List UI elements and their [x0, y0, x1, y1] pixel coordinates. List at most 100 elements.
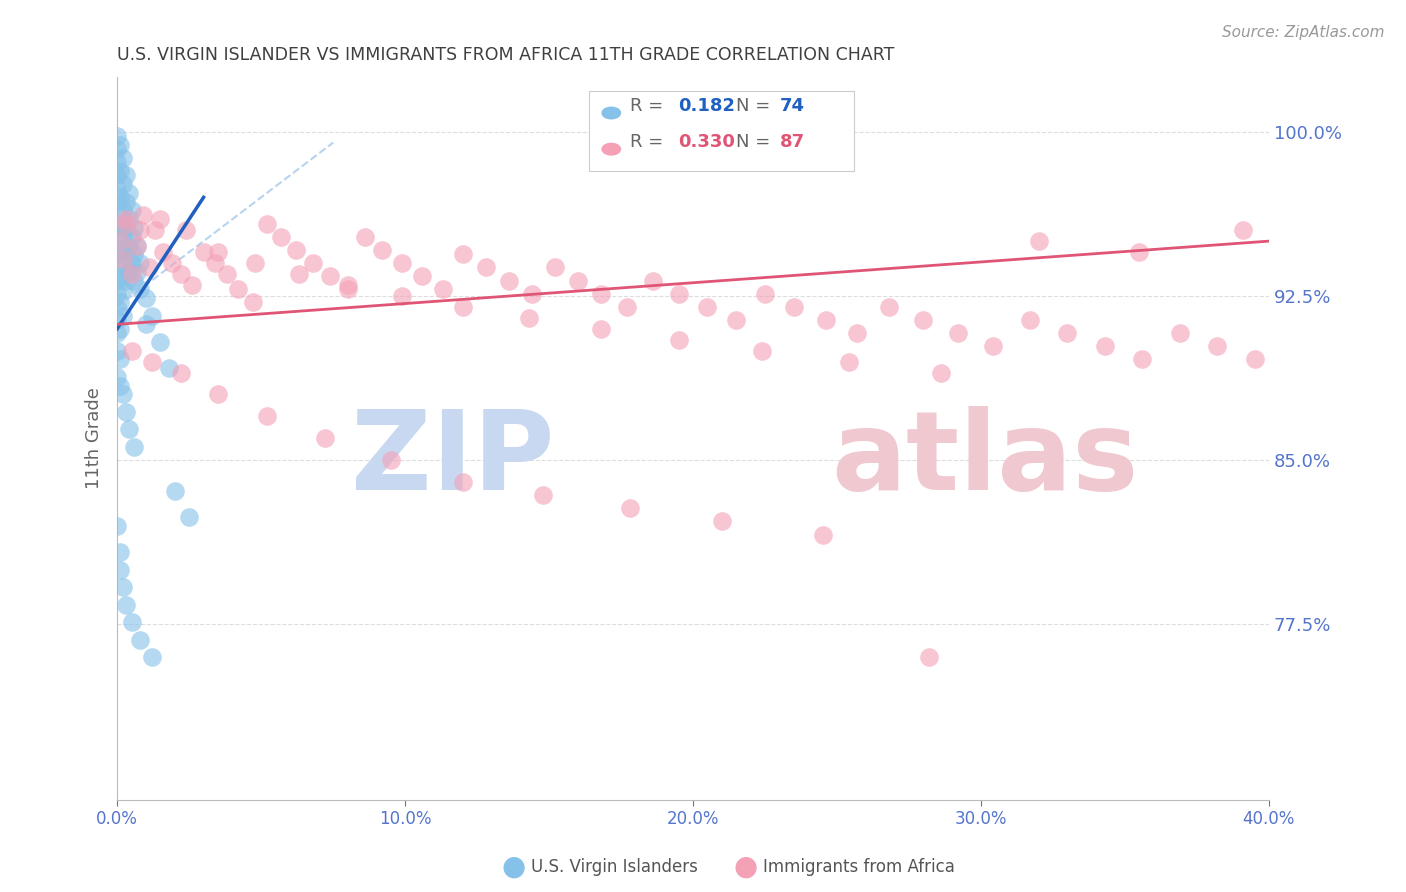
Point	[141, 650, 163, 665]
Point	[111, 151, 134, 165]
Text: N =: N =	[735, 133, 776, 152]
Point	[105, 128, 128, 143]
Point	[179, 510, 201, 524]
Point	[111, 256, 134, 270]
Point	[287, 267, 309, 281]
Point	[567, 274, 589, 288]
Point	[114, 405, 136, 419]
Point	[1094, 339, 1116, 353]
Point	[451, 475, 474, 489]
Point	[108, 269, 131, 284]
Point	[108, 234, 131, 248]
Point	[111, 309, 134, 323]
Point	[135, 291, 157, 305]
Point	[124, 221, 146, 235]
Point	[105, 286, 128, 301]
Point	[121, 267, 143, 281]
Point	[108, 190, 131, 204]
Point	[111, 252, 134, 266]
Point	[411, 269, 433, 284]
Y-axis label: 11th Grade: 11th Grade	[86, 387, 103, 489]
Point	[108, 352, 131, 367]
Point	[105, 155, 128, 169]
Point	[111, 387, 134, 401]
Point	[1056, 326, 1078, 340]
Point	[204, 256, 226, 270]
Point	[105, 247, 128, 261]
Point	[108, 563, 131, 577]
Point	[302, 256, 325, 270]
Point	[616, 300, 638, 314]
Point	[1130, 352, 1153, 367]
Point	[108, 217, 131, 231]
Point	[336, 282, 359, 296]
Point	[111, 203, 134, 218]
Point	[152, 245, 174, 260]
Point	[108, 243, 131, 257]
Point	[111, 229, 134, 244]
Point	[380, 453, 402, 467]
Point	[1206, 339, 1229, 353]
Point	[121, 256, 143, 270]
Point	[143, 223, 166, 237]
Point	[124, 274, 146, 288]
Text: ZIP: ZIP	[352, 407, 555, 514]
Point	[111, 177, 134, 191]
Point	[108, 295, 131, 310]
Point	[108, 164, 131, 178]
Point	[1019, 313, 1042, 327]
Point	[108, 137, 131, 152]
Point	[114, 274, 136, 288]
Point	[121, 203, 143, 218]
Point	[215, 267, 238, 281]
Point	[517, 310, 540, 325]
Point	[114, 247, 136, 261]
Point	[105, 343, 128, 358]
Point	[141, 309, 163, 323]
Point	[783, 300, 806, 314]
Text: U.S. VIRGIN ISLANDER VS IMMIGRANTS FROM AFRICA 11TH GRADE CORRELATION CHART: U.S. VIRGIN ISLANDER VS IMMIGRANTS FROM …	[117, 46, 894, 64]
Point	[432, 282, 454, 296]
Point	[105, 518, 128, 533]
Point	[474, 260, 496, 275]
Point	[105, 221, 128, 235]
Point	[1028, 234, 1050, 248]
Point	[105, 274, 128, 288]
Text: 0.330: 0.330	[678, 133, 735, 152]
Point	[270, 229, 292, 244]
Point	[121, 343, 143, 358]
Point	[129, 632, 152, 647]
Point	[114, 598, 136, 612]
Point	[589, 322, 612, 336]
Point	[1128, 245, 1150, 260]
Point	[181, 277, 204, 292]
Point	[520, 286, 543, 301]
Text: ●: ●	[501, 853, 526, 881]
Point	[105, 300, 128, 314]
Point	[105, 370, 128, 384]
Point	[160, 256, 183, 270]
Point	[105, 260, 128, 275]
Text: 87: 87	[779, 133, 804, 152]
Point	[118, 212, 141, 227]
Point	[193, 245, 215, 260]
Point	[138, 260, 160, 275]
Point	[169, 267, 191, 281]
Point	[696, 300, 718, 314]
Point	[754, 286, 776, 301]
Text: 74: 74	[779, 97, 804, 115]
Point	[242, 295, 264, 310]
Point	[877, 300, 900, 314]
Point	[544, 260, 567, 275]
Point	[284, 243, 307, 257]
Point	[105, 326, 128, 340]
Point	[245, 256, 267, 270]
Text: N =: N =	[735, 97, 776, 115]
Point	[149, 334, 172, 349]
Point	[114, 212, 136, 227]
Point	[668, 286, 690, 301]
Point	[105, 181, 128, 195]
Point	[149, 212, 172, 227]
Point	[725, 313, 748, 327]
Point	[353, 229, 375, 244]
